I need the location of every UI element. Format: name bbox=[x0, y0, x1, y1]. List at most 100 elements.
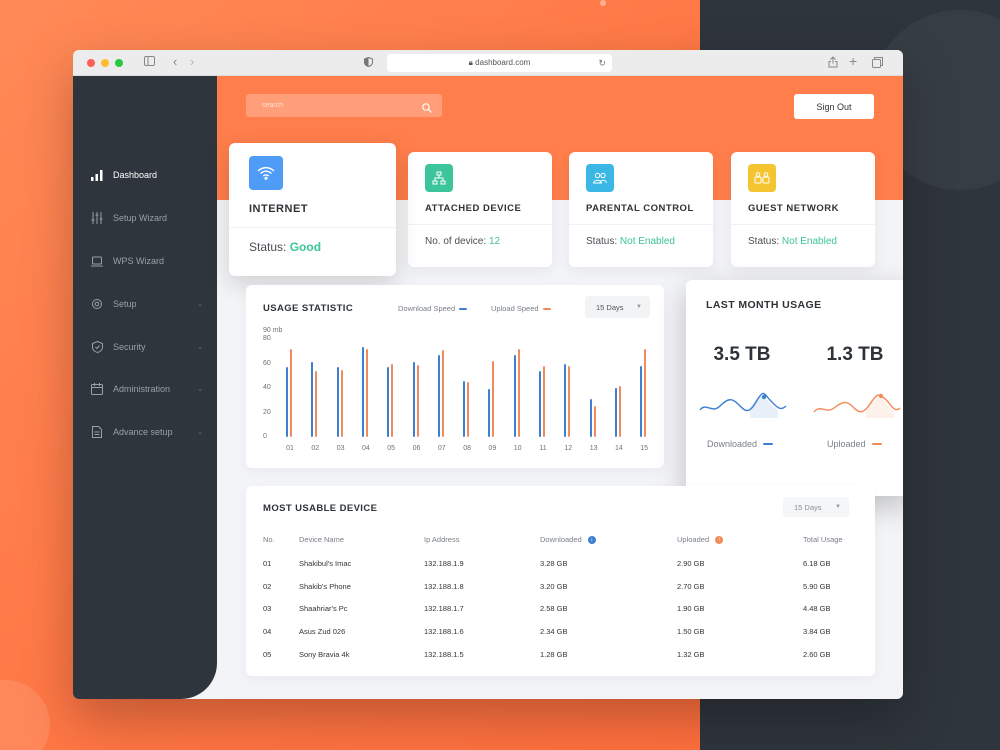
back-arrow-icon[interactable]: ‹ bbox=[173, 54, 178, 69]
range-dropdown[interactable]: 15 Days ▼ bbox=[585, 296, 650, 318]
table-row[interactable]: 05 Sony Bravia 4k 132.188.1.5 1.28 GB 1.32 G… bbox=[246, 650, 875, 664]
minimize-window-button[interactable] bbox=[101, 59, 109, 67]
download-bar bbox=[513, 355, 516, 437]
range-dropdown[interactable]: 15 Days ▼ bbox=[783, 497, 849, 517]
table-cell: Shaahriar's Pc bbox=[299, 604, 348, 614]
table-row[interactable]: 04 Asus Zud 026 132.188.1.6 2.34 GB 1.50 GB 3… bbox=[246, 627, 875, 641]
upload-bar bbox=[593, 406, 596, 437]
card-status: Status: Not Enabled bbox=[748, 236, 837, 247]
table-row[interactable]: 02 Shakib's Phone 132.188.1.8 3.20 GB 2.70 G… bbox=[246, 582, 875, 596]
table-cell: Shakib's Phone bbox=[299, 581, 351, 591]
upload-arrow-icon: ↑ bbox=[715, 535, 724, 544]
table-cell: 1.28 GB bbox=[540, 649, 568, 659]
group-icon bbox=[748, 164, 776, 192]
card-status: No. of device: 12 bbox=[425, 236, 500, 247]
x-tick-label: 08 bbox=[463, 445, 471, 452]
upload-bar bbox=[492, 361, 495, 437]
upload-bar bbox=[391, 363, 394, 437]
sidebar: Dashboard Setup Wizard WPS Wizard Setup … bbox=[73, 76, 217, 699]
upload-bar bbox=[517, 349, 520, 437]
sidebar-item-advance-setup[interactable]: Advance setup ⌄ bbox=[91, 424, 203, 440]
sidebar-toggle-icon[interactable] bbox=[144, 56, 155, 70]
download-bar bbox=[336, 367, 339, 437]
search-icon[interactable] bbox=[422, 100, 432, 118]
gear-icon bbox=[91, 298, 103, 310]
divider bbox=[569, 224, 713, 225]
table-row[interactable]: 01 Shakibul's Imac 132.188.1.9 3.28 GB 2.90 … bbox=[246, 559, 875, 573]
tabs-overview-icon[interactable] bbox=[872, 57, 883, 72]
users-icon bbox=[586, 164, 614, 192]
status-label: Status: bbox=[249, 240, 287, 254]
sidebar-item-setup-wizard[interactable]: Setup Wizard bbox=[91, 210, 203, 226]
new-tab-icon[interactable]: + bbox=[849, 53, 858, 69]
guest-network-card[interactable]: GUEST NETWORK Status: Not Enabled bbox=[731, 152, 875, 267]
column-header: Total Usage bbox=[803, 535, 843, 544]
column-header: Ip Address bbox=[424, 535, 460, 544]
legend-download: Download Speed bbox=[398, 304, 468, 313]
table-cell: 2.70 GB bbox=[677, 581, 705, 591]
table-cell: 1.32 GB bbox=[677, 649, 705, 659]
sidebar-item-security[interactable]: Security ⌄ bbox=[91, 339, 203, 355]
y-tick-label: 60 bbox=[263, 359, 271, 367]
table-cell: 132.188.1.7 bbox=[424, 604, 464, 614]
table-cell: Asus Zud 026 bbox=[299, 627, 346, 637]
download-bar bbox=[589, 399, 592, 437]
upload-bar bbox=[618, 385, 621, 437]
y-axis-unit-label: 90 mb bbox=[263, 327, 283, 334]
sidebar-item-label: Dashboard bbox=[113, 170, 158, 180]
table-cell: 2.60 GB bbox=[803, 649, 831, 659]
sidebar-item-label: Security bbox=[113, 342, 146, 352]
y-tick-label: 40 bbox=[263, 384, 271, 392]
close-window-button[interactable] bbox=[87, 59, 95, 67]
chevron-down-icon: ▼ bbox=[636, 304, 642, 310]
share-icon[interactable] bbox=[828, 56, 838, 72]
sign-out-button[interactable]: Sign Out bbox=[794, 94, 874, 119]
parental-control-card[interactable]: PARENTAL CONTROL Status: Not Enabled bbox=[569, 152, 713, 267]
bar-chart-icon bbox=[91, 169, 103, 181]
status-label: No. of device: bbox=[425, 236, 487, 247]
sidebar-item-label: Setup Wizard bbox=[113, 213, 168, 223]
internet-card[interactable]: INTERNET Status: Good bbox=[229, 143, 396, 276]
upload-bar bbox=[340, 369, 343, 437]
calendar-icon bbox=[91, 383, 103, 395]
sidebar-item-dashboard[interactable]: Dashboard bbox=[91, 167, 203, 183]
forward-arrow-icon[interactable]: › bbox=[190, 54, 195, 69]
shield-privacy-icon[interactable] bbox=[364, 56, 373, 71]
reload-icon[interactable]: ↻ bbox=[598, 58, 606, 68]
download-bar bbox=[387, 367, 390, 437]
download-bar bbox=[614, 388, 617, 437]
table-cell: Sony Bravia 4k bbox=[299, 649, 350, 659]
table-row[interactable]: 03 Shaahriar's Pc 132.188.1.7 2.58 GB 1.90 G… bbox=[246, 604, 875, 618]
legend-swatch bbox=[871, 443, 882, 445]
table-cell: 2.34 GB bbox=[540, 627, 568, 637]
lock-icon: 🔒︎ bbox=[468, 58, 473, 67]
network-icon bbox=[425, 164, 453, 192]
card-title: PARENTAL CONTROL bbox=[586, 203, 694, 214]
search-bar[interactable] bbox=[246, 94, 442, 117]
sidebar-item-setup[interactable]: Setup ⌄ bbox=[91, 296, 203, 312]
panel-title: USAGE STATISTIC bbox=[263, 303, 354, 314]
browser-window: ‹ › 🔒︎ dashboard.com ↻ + Dashboard bbox=[73, 50, 903, 699]
wifi-icon bbox=[249, 156, 283, 190]
table-cell: 5.90 GB bbox=[803, 581, 831, 591]
document-icon bbox=[91, 426, 103, 438]
attached-device-card[interactable]: ATTACHED DEVICE No. of device: 12 bbox=[408, 152, 552, 267]
download-bar bbox=[286, 367, 288, 437]
sidebar-item-wps-wizard[interactable]: WPS Wizard bbox=[91, 253, 203, 269]
search-input[interactable] bbox=[246, 94, 416, 117]
chevron-down-icon: ⌄ bbox=[197, 386, 203, 393]
card-title: ATTACHED DEVICE bbox=[425, 203, 522, 214]
panel-title: MOST USABLE DEVICE bbox=[263, 503, 378, 514]
column-header-label: Uploaded bbox=[677, 535, 710, 544]
laptop-icon bbox=[91, 255, 103, 267]
column-header-label: Downloaded bbox=[540, 535, 582, 544]
sliders-icon bbox=[91, 212, 103, 224]
sidebar-item-administration[interactable]: Administration ⌄ bbox=[91, 381, 203, 397]
status-value: Not Enabled bbox=[619, 236, 675, 247]
legend-upload: Upload Speed bbox=[491, 304, 551, 313]
usage-statistic-panel: USAGE STATISTIC Download Speed Upload Sp… bbox=[246, 285, 664, 468]
url-bar[interactable]: 🔒︎ dashboard.com ↻ bbox=[387, 54, 612, 72]
background-dot bbox=[600, 0, 606, 6]
downloaded-total: 3.5 TB bbox=[713, 344, 771, 365]
maximize-window-button[interactable] bbox=[115, 59, 123, 67]
